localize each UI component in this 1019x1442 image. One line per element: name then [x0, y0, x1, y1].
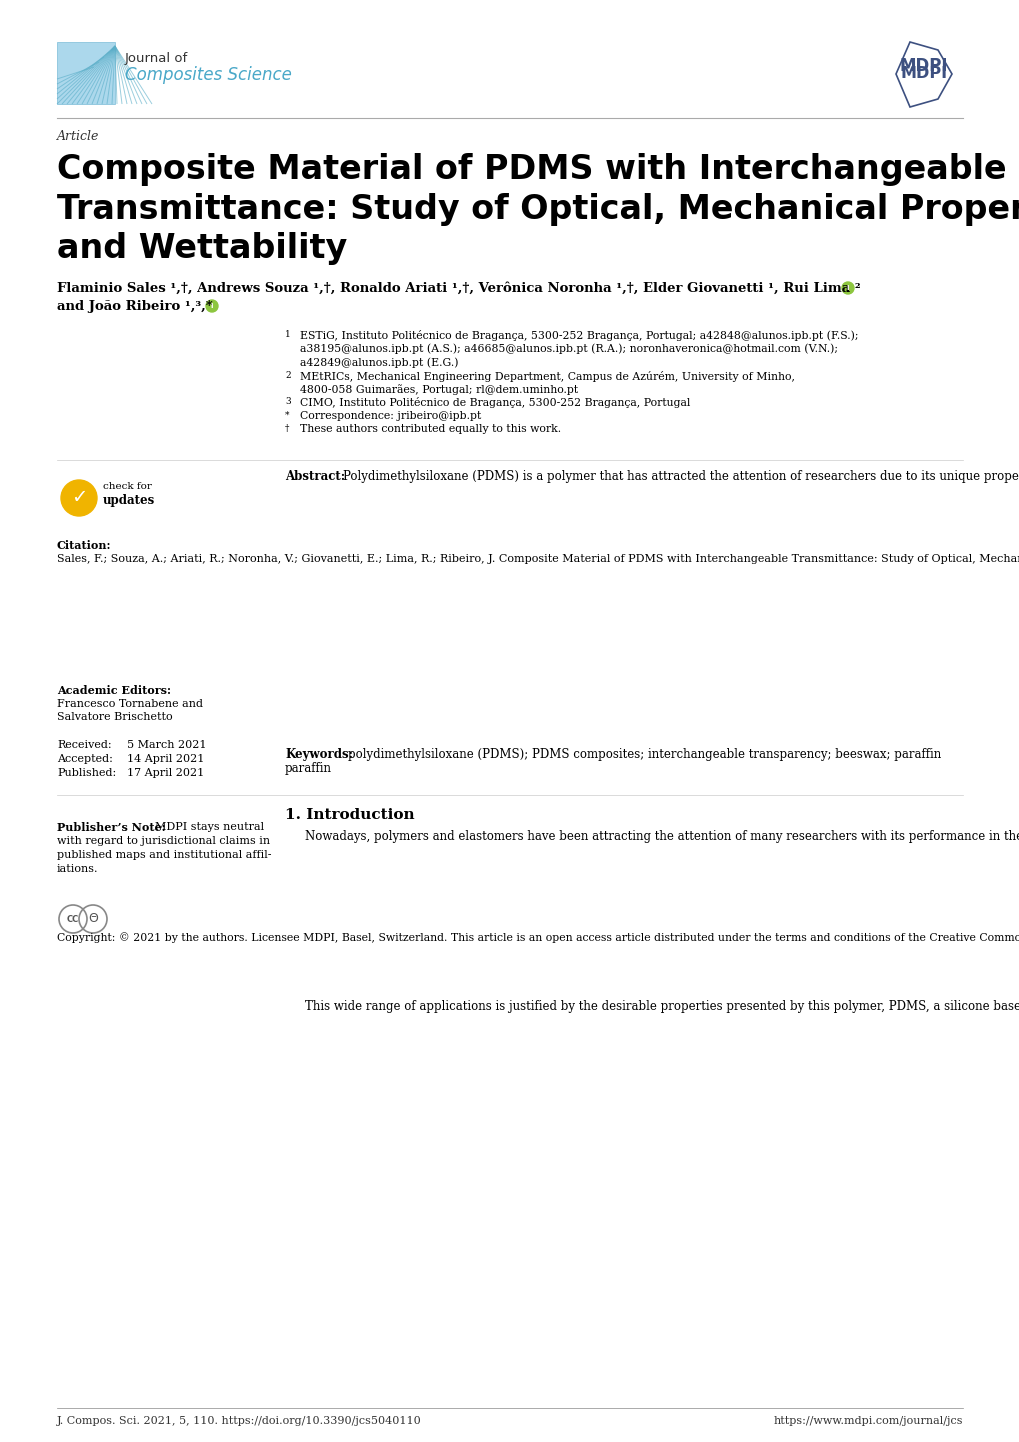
- Text: MDPI: MDPI: [900, 66, 947, 82]
- Text: 17 April 2021: 17 April 2021: [127, 769, 204, 779]
- Text: Correspondence: jribeiro@ipb.pt: Correspondence: jribeiro@ipb.pt: [300, 411, 481, 421]
- Text: https://www.mdpi.com/journal/jcs: https://www.mdpi.com/journal/jcs: [772, 1416, 962, 1426]
- Text: Copyright: © 2021 by the authors. Licensee MDPI, Basel, Switzerland. This articl: Copyright: © 2021 by the authors. Licens…: [57, 932, 1019, 943]
- Text: Flaminio Sales ¹,†, Andrews Souza ¹,†, Ronaldo Ariati ¹,†, Verônica Noronha ¹,†,: Flaminio Sales ¹,†, Andrews Souza ¹,†, R…: [57, 283, 860, 296]
- Circle shape: [206, 300, 218, 311]
- Text: 4800-058 Guimarães, Portugal; rl@dem.uminho.pt: 4800-058 Guimarães, Portugal; rl@dem.umi…: [300, 384, 578, 395]
- Text: Academic Editors:: Academic Editors:: [57, 685, 171, 696]
- Text: Nowadays, polymers and elastomers have been attracting the attention of many res: Nowadays, polymers and elastomers have b…: [305, 831, 1019, 844]
- Text: MDPI stays neutral: MDPI stays neutral: [155, 822, 264, 832]
- Text: ✓: ✓: [70, 489, 87, 508]
- Text: 3: 3: [284, 398, 290, 407]
- Text: Composites Science: Composites Science: [125, 66, 291, 84]
- Text: polydimethylsiloxane (PDMS); PDMS composites; interchangeable transparency; bees: polydimethylsiloxane (PDMS); PDMS compos…: [347, 748, 941, 761]
- Text: MEtRICs, Mechanical Engineering Department, Campus de Azúrém, University of Minh: MEtRICs, Mechanical Engineering Departme…: [300, 371, 794, 382]
- Text: Article: Article: [57, 130, 99, 143]
- Text: Published:: Published:: [57, 769, 116, 779]
- Text: This wide range of applications is justified by the desirable properties present: This wide range of applications is justi…: [305, 999, 1019, 1012]
- Text: J. Compos. Sci. 2021, 5, 110. https://doi.org/10.3390/jcs5040110: J. Compos. Sci. 2021, 5, 110. https://do…: [57, 1416, 421, 1426]
- Text: Θ: Θ: [88, 913, 98, 926]
- Text: a42849@alunos.ipb.pt (E.G.): a42849@alunos.ipb.pt (E.G.): [300, 358, 459, 368]
- Text: Sales, F.; Souza, A.; Ariati, R.; Noronha, V.; Giovanetti, E.; Lima, R.; Ribeiro: Sales, F.; Souza, A.; Ariati, R.; Noronh…: [57, 554, 1019, 564]
- Text: check for: check for: [103, 482, 152, 490]
- Text: Francesco Tornabene and
Salvatore Brischetto: Francesco Tornabene and Salvatore Brisch…: [57, 699, 203, 722]
- Text: 5 March 2021: 5 March 2021: [127, 740, 206, 750]
- Text: These authors contributed equally to this work.: These authors contributed equally to thi…: [300, 424, 560, 434]
- Text: ESTiG, Instituto Politécnico de Bragança, 5300-252 Bragança, Portugal; a42848@al: ESTiG, Instituto Politécnico de Bragança…: [300, 330, 858, 340]
- Circle shape: [841, 283, 853, 294]
- Text: Polydimethylsiloxane (PDMS) is a polymer that has attracted the attention of res: Polydimethylsiloxane (PDMS) is a polymer…: [342, 470, 1019, 483]
- Text: i: i: [846, 286, 849, 291]
- Text: i: i: [211, 303, 213, 309]
- Text: †: †: [284, 424, 289, 434]
- Text: updates: updates: [103, 495, 155, 508]
- Text: 2: 2: [284, 371, 290, 379]
- Text: a38195@alunos.ipb.pt (A.S.); a46685@alunos.ipb.pt (R.A.); noronhaveronica@hotmai: a38195@alunos.ipb.pt (A.S.); a46685@alun…: [300, 343, 838, 355]
- Text: Journal of: Journal of: [125, 52, 189, 65]
- Text: Keywords:: Keywords:: [284, 748, 353, 761]
- Text: paraffin: paraffin: [284, 761, 331, 774]
- Text: Abstract:: Abstract:: [284, 470, 344, 483]
- Circle shape: [61, 480, 97, 516]
- Text: 1. Introduction: 1. Introduction: [284, 808, 414, 822]
- Text: 1: 1: [284, 330, 290, 339]
- Text: CIMO, Instituto Politécnico de Bragança, 5300-252 Bragança, Portugal: CIMO, Instituto Politécnico de Bragança,…: [300, 398, 690, 408]
- Text: Composite Material of PDMS with Interchangeable
Transmittance: Study of Optical,: Composite Material of PDMS with Intercha…: [57, 153, 1019, 265]
- Bar: [57, 42, 115, 104]
- Text: CC: CC: [67, 914, 79, 923]
- Text: published maps and institutional affil-: published maps and institutional affil-: [57, 849, 271, 859]
- Text: Accepted:: Accepted:: [57, 754, 113, 764]
- Text: Received:: Received:: [57, 740, 111, 750]
- Text: iations.: iations.: [57, 864, 99, 874]
- Text: Citation:: Citation:: [57, 539, 111, 551]
- Text: and João Ribeiro ¹,³,*: and João Ribeiro ¹,³,*: [57, 300, 213, 313]
- Text: with regard to jurisdictional claims in: with regard to jurisdictional claims in: [57, 836, 270, 846]
- Text: Publisher’s Note:: Publisher’s Note:: [57, 822, 165, 833]
- Text: *: *: [284, 411, 289, 420]
- Text: 14 April 2021: 14 April 2021: [127, 754, 204, 764]
- Text: MDPI: MDPI: [899, 58, 948, 75]
